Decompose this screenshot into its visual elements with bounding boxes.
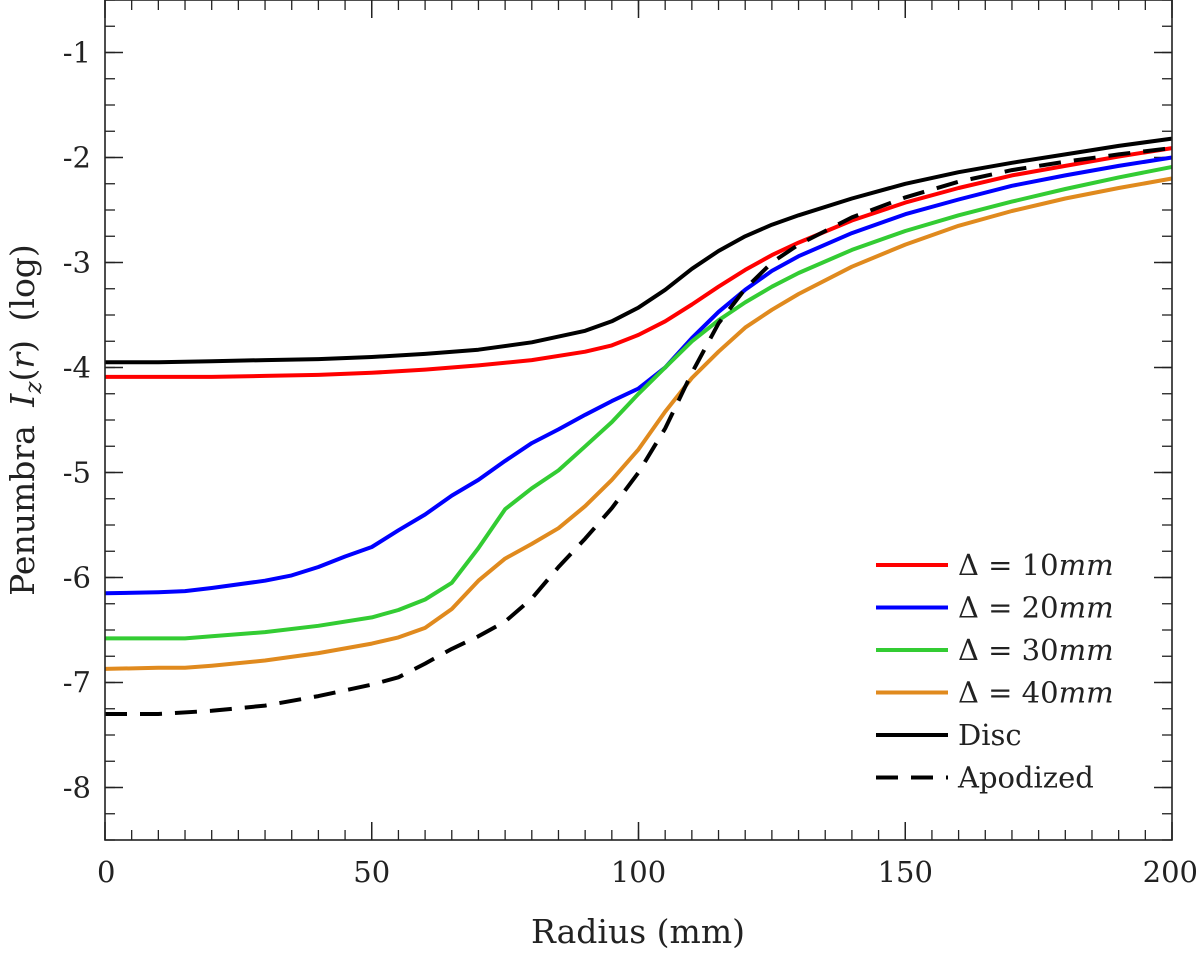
legend-label-unit: mm	[1059, 676, 1114, 710]
legend-label-text: Δ = 20	[958, 591, 1059, 625]
legend-label-text: Δ = 30	[958, 633, 1059, 667]
x-tick-label: 0	[97, 855, 115, 889]
legend-label-unit: mm	[1059, 548, 1114, 582]
plot-frame	[104, 0, 1173, 841]
y-axis-title-arg-open: (	[3, 369, 42, 382]
y-tick-label: -8	[63, 771, 91, 805]
legend-label: Δ = 30mm	[958, 633, 1114, 667]
y-tick-labels: -1 -2 -3 -4 -5 -6 -7 -8	[63, 36, 91, 805]
y-tick-label: -4	[63, 351, 91, 385]
y-axis-title-subscript: z	[21, 381, 47, 395]
y-tick-label: -6	[63, 561, 91, 595]
x-axis-title: Radius (mm)	[531, 912, 745, 951]
legend-label-unit: mm	[1059, 633, 1114, 667]
legend-label-text: Δ = 40	[958, 676, 1059, 710]
y-axis-title-arg: r	[3, 351, 42, 369]
legend-label: Apodized	[957, 761, 1094, 795]
series-line-1	[105, 146, 1173, 379]
legend-label-text: Δ = 10	[958, 548, 1059, 582]
y-tick-label: -5	[63, 456, 91, 490]
y-tick-label: -2	[63, 141, 91, 175]
series-line-2	[104, 155, 1173, 596]
y-axis-title-symbol: I	[3, 393, 42, 408]
y-tick-label: -3	[63, 246, 91, 280]
series-line-5	[105, 136, 1173, 365]
y-tick-label: -1	[63, 36, 91, 70]
legend-label-text: Disc	[958, 718, 1022, 752]
x-tick-label: 100	[611, 855, 666, 889]
series-line-6	[105, 146, 1173, 716]
y-axis-title-prefix: Penumbra	[3, 425, 42, 596]
legend-label-unit: mm	[1059, 591, 1114, 625]
x-tick-label: 200	[1143, 855, 1198, 889]
x-tick-labels: 0 50 100 150 200	[97, 855, 1198, 889]
legend-label-text: Apodized	[957, 761, 1094, 795]
y-tick-label: -7	[63, 666, 91, 700]
series-group	[104, 136, 1173, 716]
series-line-4	[104, 176, 1173, 671]
y-axis-title-arg-close: )	[3, 340, 42, 353]
x-tick-label: 150	[878, 855, 933, 889]
series-line-3	[105, 164, 1173, 641]
legend-label: Disc	[958, 718, 1022, 752]
x-tick-label: 50	[353, 855, 390, 889]
y-axis-title: Penumbra Iz(r) (log)	[3, 244, 47, 596]
legend-label: Δ = 40mm	[958, 676, 1114, 710]
y-axis-title-suffix: (log)	[3, 244, 42, 321]
legend-label: Δ = 10mm	[958, 548, 1114, 582]
legend-label: Δ = 20mm	[958, 591, 1114, 625]
